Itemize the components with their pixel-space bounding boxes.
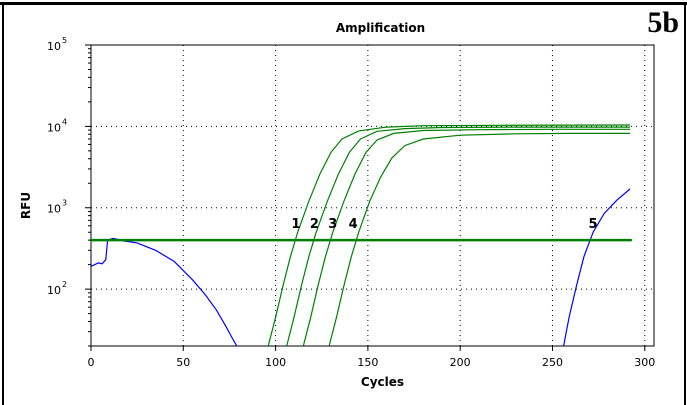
y-tick-exponent: 2 bbox=[62, 280, 67, 289]
x-tick-label: 300 bbox=[634, 356, 655, 369]
series-line-3 bbox=[302, 128, 630, 346]
y-tick-label: 10 bbox=[47, 203, 61, 216]
curve-annotation: 2 bbox=[310, 217, 319, 232]
x-tick-label: 150 bbox=[357, 356, 378, 369]
series-line-baseline bbox=[91, 237, 238, 346]
series-line-1 bbox=[267, 124, 631, 346]
right-border bbox=[684, 2, 686, 405]
curve-annotation: 3 bbox=[328, 217, 337, 232]
curve-annotation: 5 bbox=[589, 217, 598, 232]
y-axis-title: RFU bbox=[19, 192, 33, 219]
y-tick-exponent: 5 bbox=[62, 36, 67, 45]
x-axis-title: Cycles bbox=[361, 375, 404, 389]
curve-annotation: 1 bbox=[291, 217, 300, 232]
x-tick-label: 100 bbox=[265, 356, 286, 369]
figure-label: 5b bbox=[647, 6, 679, 39]
x-tick-label: 200 bbox=[450, 356, 471, 369]
x-tick-label: 50 bbox=[176, 356, 190, 369]
series-line-5 bbox=[563, 188, 631, 346]
y-tick-label: 10 bbox=[47, 40, 61, 53]
y-tick-exponent: 3 bbox=[62, 199, 67, 208]
series-line-4 bbox=[328, 132, 630, 346]
y-tick-exponent: 4 bbox=[62, 117, 67, 126]
curve-annotation: 4 bbox=[349, 217, 358, 232]
chart-title: Amplification bbox=[336, 21, 425, 35]
plot-frame bbox=[90, 44, 655, 347]
series-line-2 bbox=[286, 126, 630, 346]
left-border bbox=[2, 2, 4, 405]
y-tick-label: 10 bbox=[47, 284, 61, 297]
top-border bbox=[0, 2, 687, 5]
x-tick-label: 0 bbox=[88, 356, 95, 369]
y-tick-label: 10 bbox=[47, 121, 61, 134]
x-tick-label: 250 bbox=[542, 356, 563, 369]
